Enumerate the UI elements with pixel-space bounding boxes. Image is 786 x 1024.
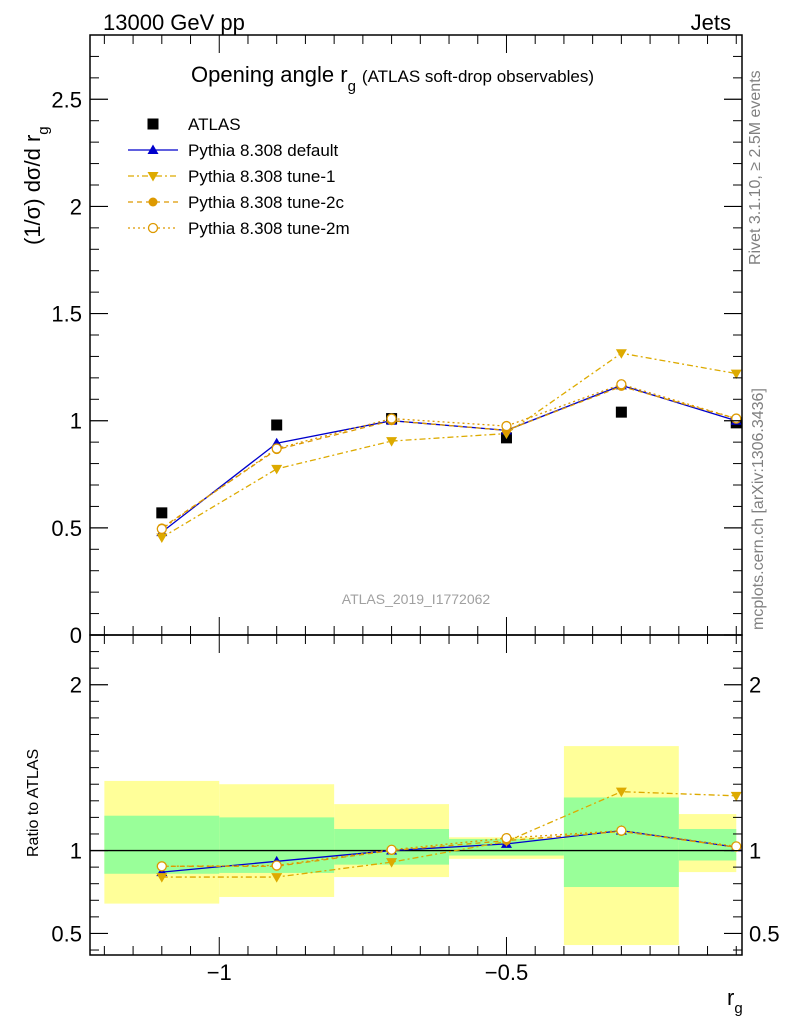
legend: ATLAS Pythia 8.308 default Pythia 8.308 tu… — [128, 115, 350, 238]
ratio-series-pythia-8-308-tune-2m-point — [271, 860, 282, 871]
legend-entry-atlas-label: ATLAS — [188, 115, 241, 134]
chart-title: Opening angle rg(ATLAS soft-drop observa… — [191, 62, 594, 95]
series-pythia-8-308-tune-1-point — [386, 437, 398, 447]
legend-entry-pythia-8-308-tune-1-marker — [147, 172, 159, 182]
ratio-y-tick-label-right: 1 — [749, 839, 761, 864]
ratio-series-pythia-8-308-tune-1-line — [161, 791, 737, 878]
ratio-y-tick-label: 0.5 — [51, 921, 82, 946]
series-pythia-8-308-tune-2m-point — [731, 413, 742, 424]
header-right: Jets — [691, 10, 731, 35]
legend-entry-pythia-8-308-tune-1-label: Pythia 8.308 tune-1 — [188, 167, 335, 186]
legend-entry-pythia-8-308-default-marker — [147, 144, 159, 154]
ratio-y-tick-label: 2 — [70, 673, 82, 698]
ratio-series-pythia-8-308-tune-2m-point — [731, 841, 742, 852]
ratio-ylabel: Ratio to ATLAS — [25, 749, 42, 857]
y-tick-label: 2.5 — [51, 87, 82, 112]
series-pythia-8-308-tune-2m-point — [156, 523, 167, 535]
series-pythia-8-308-tune-2m-point — [616, 379, 627, 390]
analysis-label: ATLAS_2019_I1772062 — [342, 591, 491, 607]
legend-entry-pythia-8-308-tune-2c-label: Pythia 8.308 tune-2c — [188, 193, 344, 212]
series-pythia-8-308-tune-2m-point — [271, 443, 282, 454]
y-tick-label: 1.5 — [51, 302, 82, 327]
ratio-series-pythia-8-308-tune-1-point — [386, 858, 398, 868]
y-tick-label: 1 — [70, 409, 82, 434]
main-panel: 0 0.5 1 1.5 2 2.5 (1/σ) dσ/d rg Opening angle… — [20, 34, 743, 648]
ratio-series-pythia-8-308-tune-2m-point — [156, 861, 167, 872]
ratio-series-pythia-8-308-tune-1-point — [271, 873, 283, 883]
ratio-series-pythia-8-308-tune-2m-point — [386, 844, 397, 855]
series-atlas-point — [156, 507, 168, 519]
green-uncertainty-band — [563, 797, 679, 888]
y-tick-label: 0.5 — [51, 516, 82, 541]
series-pythia-8-308-tune-1-point — [615, 349, 627, 359]
ratio-series-pythia-8-308-tune-1-point — [730, 791, 742, 802]
series-pythia-8-308-tune-2m-line — [161, 383, 737, 530]
green-uncertainty-band — [678, 828, 737, 861]
main-ylabel: (1/σ) dσ/d rg — [20, 126, 52, 245]
ratio-panel: 0.5 0.5 1 1 2 2 −1 −0.5 Ratio to ATLAS rg — [25, 634, 780, 1017]
series-atlas-point — [615, 406, 627, 418]
series-pythia-8-308-tune-2m-point — [501, 420, 512, 432]
ratio-frame — [89, 634, 743, 956]
series-atlas-point — [271, 419, 283, 431]
series-pythia-8-308-tune-1-line — [161, 352, 737, 539]
x-axis-label: rg — [727, 985, 743, 1017]
x-tick-label: −1 — [207, 960, 232, 985]
ratio-series-pythia-8-308-tune-1-point — [156, 873, 168, 883]
legend-entry-pythia-8-308-default-label: Pythia 8.308 default — [188, 141, 339, 160]
header-left: 13000 GeV pp — [103, 10, 245, 35]
ratio-y-tick-label: 1 — [70, 839, 82, 864]
ratio-y-tick-label-right: 0.5 — [749, 921, 780, 946]
legend-entry-pythia-8-308-tune-2m-label: Pythia 8.308 tune-2m — [188, 219, 350, 238]
series-pythia-8-308-tune-1-point — [156, 533, 168, 543]
ratio-y-tick-label-right: 2 — [749, 673, 761, 698]
legend-entry-pythia-8-308-tune-2m-marker — [147, 222, 159, 234]
series-pythia-8-308-tune-1-point — [271, 464, 283, 475]
legend-entry-pythia-8-308-tune-2c-marker — [148, 197, 158, 207]
ratio-series-pythia-8-308-tune-1-point — [615, 787, 627, 798]
y-tick-label: 0 — [70, 623, 82, 648]
mcplots-label: mcplots.cern.ch [arXiv:1306.3436] — [750, 388, 767, 630]
ratio-series-pythia-8-308-tune-2m-point — [501, 832, 512, 844]
x-tick-label: −0.5 — [485, 960, 528, 985]
series-pythia-8-308-tune-1-point — [730, 369, 742, 380]
series-pythia-8-308-tune-2c-line — [161, 385, 737, 529]
rivet-label: Rivet 3.1.10, ≥ 2.5M events — [747, 70, 764, 265]
ratio-series-pythia-8-308-tune-2m-line — [161, 829, 737, 867]
legend-entry-atlas-marker — [147, 118, 159, 130]
series-pythia-8-308-tune-2m-point — [386, 413, 397, 424]
series-pythia-8-308-default-line — [161, 384, 737, 533]
y-tick-label: 2 — [70, 194, 82, 219]
ratio-series-pythia-8-308-tune-2m-point — [616, 825, 627, 836]
ratio-series-pythia-8-308-tune-2c-line — [161, 830, 737, 867]
